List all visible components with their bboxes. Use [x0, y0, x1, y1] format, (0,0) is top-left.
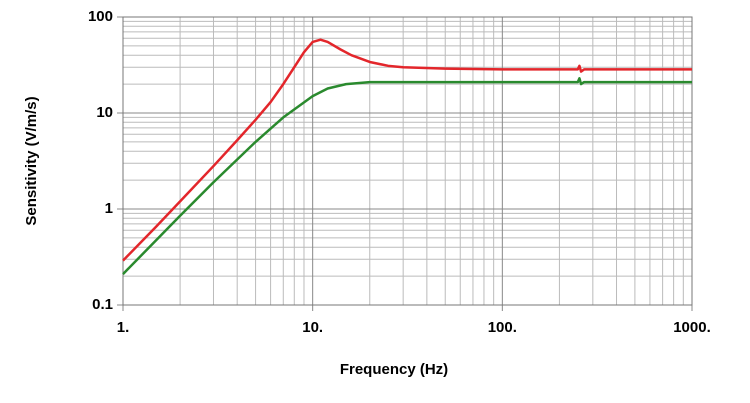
y-axis-label: Sensitivity (V/m/s): [23, 96, 40, 225]
x-tick-label: 1000.: [673, 319, 711, 336]
y-tick-label: 1: [105, 200, 113, 217]
plot-frame: [122, 16, 693, 306]
x-tick-label: 100.: [488, 319, 517, 336]
y-tick-label: 100: [88, 8, 113, 25]
data-line: [122, 77, 692, 275]
y-tick-label: 10: [96, 104, 113, 121]
x-tick-label: 1.: [117, 319, 130, 336]
y-tick-label: 0.1: [92, 296, 113, 313]
x-tick-label: 10.: [302, 319, 323, 336]
data-line: [122, 38, 692, 262]
x-axis-label: Frequency (Hz): [340, 361, 448, 378]
